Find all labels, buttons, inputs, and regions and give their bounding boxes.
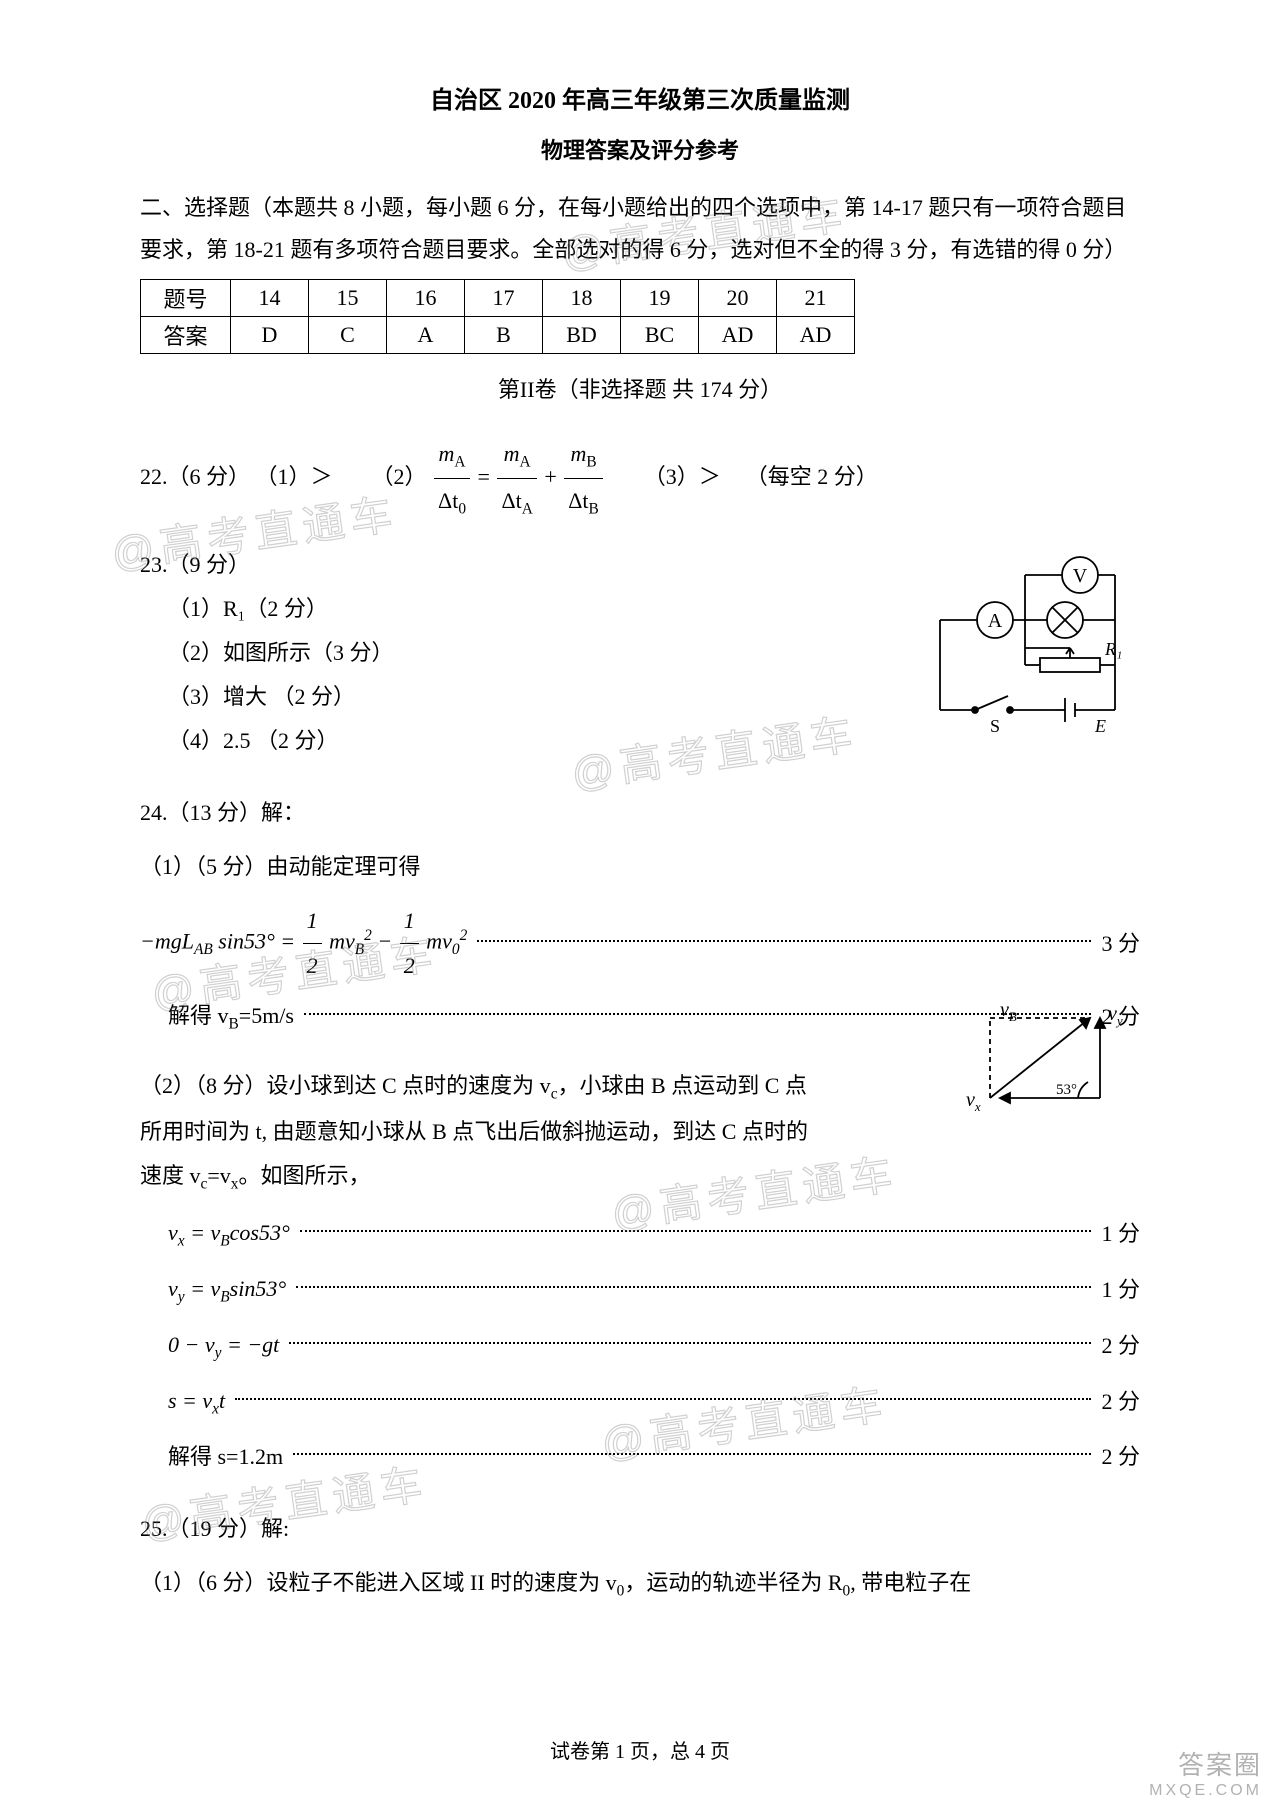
equation: −mgLAB sin53° = 12 mvB2 − 12 mv02 — [140, 899, 467, 988]
brand-watermark: 答案圈 MXQE.COM — [1149, 1745, 1262, 1800]
col-header: 21 — [777, 279, 855, 316]
q24-header: 24.（13 分）解： — [140, 791, 1140, 835]
points: 1 分 — [1101, 1268, 1140, 1312]
svg-text:E: E — [1094, 716, 1106, 736]
circuit-diagram: V A — [900, 550, 1130, 750]
equation-row: −mgLAB sin53° = 12 mvB2 − 12 mv02 3 分 — [140, 899, 1140, 988]
answer-cell: BC — [621, 316, 699, 353]
table-row: 答案 D C A B BD BC AD AD — [141, 316, 855, 353]
fraction: mA Δt0 — [434, 432, 470, 525]
q22-p2-prefix: （2） — [372, 463, 427, 488]
q22-p1: （1）＞ — [256, 463, 333, 488]
col-header: 18 — [543, 279, 621, 316]
page-footer: 试卷第 1 页，总 4 页 — [0, 1735, 1280, 1764]
col-header: 17 — [465, 279, 543, 316]
equation-row: vy = vBsin53° 1 分 — [168, 1267, 1140, 1313]
answer-cell: AD — [777, 316, 855, 353]
svg-text:vy: vy — [1108, 1003, 1123, 1028]
answer-cell: AD — [699, 316, 777, 353]
q22: 22.（6 分） （1）＞ （2） mA Δt0 = mA ΔtA + mB Δ… — [140, 432, 1140, 525]
brand-name: 答案圈 — [1149, 1745, 1262, 1782]
fraction: mA ΔtA — [497, 432, 536, 525]
svg-text:vB: vB — [1000, 999, 1017, 1024]
q22-header: 22.（6 分） — [140, 463, 250, 488]
points: 2 分 — [1101, 1324, 1140, 1368]
equation: 解得 s=1.2m — [168, 1435, 283, 1479]
col-header: 14 — [231, 279, 309, 316]
points: 3 分 — [1101, 922, 1140, 966]
col-header: 15 — [309, 279, 387, 316]
q25-header: 25.（19 分）解: — [140, 1507, 1140, 1551]
equation: 解得 vB=5m/s — [168, 994, 294, 1040]
q22-tail: （每空 2 分） — [746, 463, 878, 488]
brand-url: MXQE.COM — [1149, 1782, 1262, 1800]
answer-table: 题号 14 15 16 17 18 19 20 21 答案 D C A B BD… — [140, 279, 855, 354]
svg-text:53°: 53° — [1056, 1082, 1077, 1098]
q25-line: （1）（6 分）设粒子不能进入区域 II 时的速度为 v0，运动的轨迹半径为 R… — [140, 1561, 1140, 1607]
q22-p3: （3）＞ — [644, 463, 721, 488]
fraction: mB ΔtB — [564, 432, 603, 525]
part2-title: 第II卷（非选择题 共 174 分） — [140, 372, 1140, 404]
q24: 24.（13 分）解： （1）（5 分）由动能定理可得 −mgLAB sin53… — [140, 791, 1140, 1479]
equation-row: 0 − vy = −gt 2 分 — [168, 1323, 1140, 1369]
svg-text:R₁: R₁ — [1104, 639, 1122, 659]
vector-diagram: vB vy vx 53° — [960, 998, 1130, 1118]
svg-text:A: A — [988, 610, 1003, 632]
answer-cell: B — [465, 316, 543, 353]
col-header: 16 — [387, 279, 465, 316]
equation: vx = vBcos53° — [168, 1211, 290, 1257]
equation: 0 − vy = −gt — [168, 1323, 279, 1369]
page: @高考直通车 @高考直通车 @高考直通车 @高考直通车 @高考直通车 @高考直通… — [0, 0, 1280, 1810]
q24-part1-heading: （1）（5 分）由动能定理可得 — [140, 845, 1140, 889]
equation: s = vxt — [168, 1379, 225, 1425]
q25: 25.（19 分）解: （1）（6 分）设粒子不能进入区域 II 时的速度为 v… — [140, 1507, 1140, 1607]
row-label: 答案 — [141, 316, 231, 353]
section2-heading: 二、选择题（本题共 8 小题，每小题 6 分，在每小题给出的四个选项中，第 14… — [140, 187, 1140, 271]
equation-row: vx = vBcos53° 1 分 — [168, 1211, 1140, 1257]
answer-cell: C — [309, 316, 387, 353]
table-row: 题号 14 15 16 17 18 19 20 21 — [141, 279, 855, 316]
page-title-main: 自治区 2020 年高三年级第三次质量监测 — [140, 80, 1140, 115]
answer-cell: A — [387, 316, 465, 353]
points: 2 分 — [1101, 1380, 1140, 1424]
col-header: 20 — [699, 279, 777, 316]
equation-row: s = vxt 2 分 — [168, 1379, 1140, 1425]
points: 1 分 — [1101, 1212, 1140, 1256]
page-title-sub: 物理答案及评分参考 — [140, 133, 1140, 165]
svg-text:vx: vx — [966, 1089, 981, 1114]
col-header: 19 — [621, 279, 699, 316]
points: 2 分 — [1101, 1435, 1140, 1479]
svg-text:S: S — [990, 716, 1000, 736]
svg-text:V: V — [1073, 565, 1088, 587]
row-label: 题号 — [141, 279, 231, 316]
equation-row: 解得 s=1.2m 2 分 — [168, 1435, 1140, 1479]
answer-cell: BD — [543, 316, 621, 353]
equation: vy = vBsin53° — [168, 1267, 286, 1313]
answer-cell: D — [231, 316, 309, 353]
q24-part2-line: 速度 vc=vx。如图所示， — [140, 1154, 1140, 1200]
